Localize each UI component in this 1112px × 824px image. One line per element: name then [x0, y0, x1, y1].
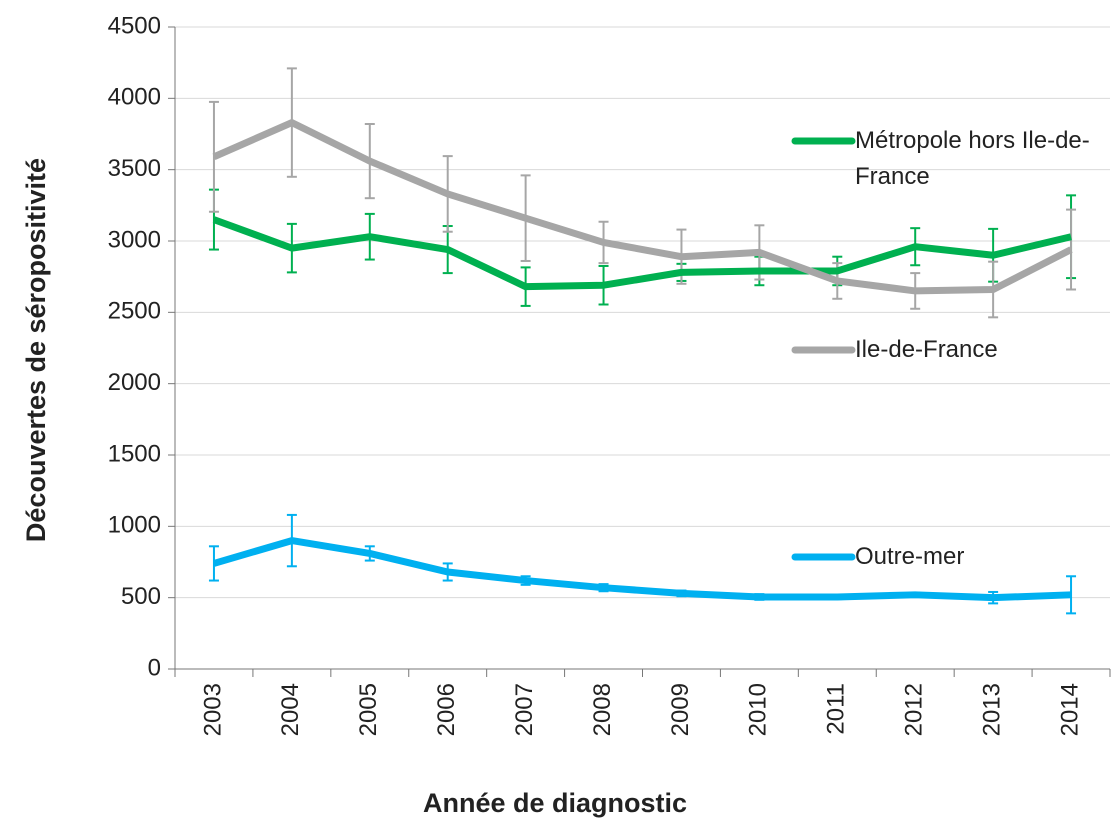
- y-tick-label: 4000: [108, 84, 161, 111]
- y-tick-label: 500: [121, 583, 161, 610]
- x-axis-title: Année de diagnostic: [423, 788, 687, 818]
- y-tick-label: 2000: [108, 369, 161, 396]
- x-tick-label: 2010: [745, 683, 772, 736]
- x-tick-label: 2013: [978, 683, 1005, 736]
- x-tick-label: 2004: [277, 683, 304, 736]
- series-line: [212, 537, 1072, 602]
- x-tick-label: 2009: [667, 683, 694, 736]
- legend-label: Métropole hors Ile-de-France: [855, 127, 1090, 190]
- x-tick-label: 2014: [1056, 683, 1083, 736]
- y-axis-title: Découvertes de séropositivité: [21, 158, 51, 542]
- x-tick-label: 2005: [355, 683, 382, 736]
- x-tick-label: 2008: [589, 683, 616, 736]
- x-tick-label: 2003: [199, 683, 226, 736]
- x-tick-label: 2007: [511, 683, 538, 736]
- y-tick-label: 2500: [108, 298, 161, 325]
- series-line: [212, 216, 1072, 291]
- x-tick-label: 2011: [823, 683, 850, 735]
- y-tick-label: 3500: [108, 155, 161, 182]
- legend-label: Outre-mer: [855, 543, 965, 570]
- x-tick-label: 2012: [901, 683, 928, 736]
- series-line: [212, 119, 1073, 295]
- y-tick-label: 4500: [108, 12, 161, 39]
- y-tick-label: 1000: [108, 512, 161, 539]
- y-tick-label: 3000: [108, 226, 161, 253]
- legend-label: Ile-de-France: [855, 336, 998, 363]
- y-tick-label: 0: [148, 654, 161, 681]
- y-tick-label: 1500: [108, 440, 161, 467]
- x-tick-label: 2006: [433, 683, 460, 736]
